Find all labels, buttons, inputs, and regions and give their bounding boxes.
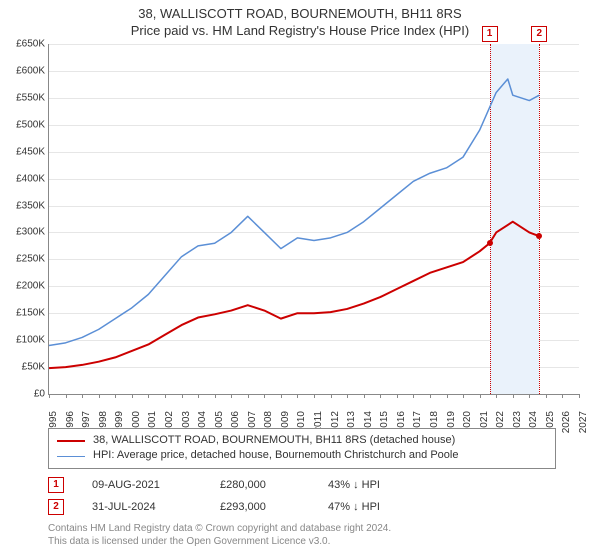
sale-marker-1: 1: [482, 26, 498, 42]
transaction-row: 1 09-AUG-2021 £280,000 43% ↓ HPI: [48, 474, 448, 496]
transaction-pct: 47% ↓ HPI: [328, 501, 448, 513]
x-tick: [331, 394, 332, 398]
transaction-date: 09-AUG-2021: [92, 479, 192, 491]
transaction-price: £293,000: [220, 501, 300, 513]
legend-label-property: 38, WALLISCOTT ROAD, BOURNEMOUTH, BH11 8…: [93, 433, 455, 448]
x-tick: [413, 394, 414, 398]
x-tick: [496, 394, 497, 398]
x-tick: [182, 394, 183, 398]
legend-item-hpi: HPI: Average price, detached house, Bour…: [57, 448, 547, 463]
footer-line-1: Contains HM Land Registry data © Crown c…: [48, 522, 391, 535]
x-tick: [447, 394, 448, 398]
title-line-2: Price paid vs. HM Land Registry's House …: [0, 23, 600, 40]
y-axis-label: £350K: [1, 200, 45, 211]
y-axis-label: £300K: [1, 227, 45, 238]
x-tick: [165, 394, 166, 398]
legend-item-property: 38, WALLISCOTT ROAD, BOURNEMOUTH, BH11 8…: [57, 433, 547, 448]
x-tick: [380, 394, 381, 398]
footer-line-2: This data is licensed under the Open Gov…: [48, 535, 391, 548]
y-axis-label: £550K: [1, 92, 45, 103]
y-axis-label: £200K: [1, 281, 45, 292]
x-tick: [82, 394, 83, 398]
x-tick: [463, 394, 464, 398]
x-tick: [264, 394, 265, 398]
x-axis-label: 2026: [561, 411, 572, 433]
x-tick: [115, 394, 116, 398]
x-tick: [132, 394, 133, 398]
x-tick: [66, 394, 67, 398]
x-tick: [215, 394, 216, 398]
x-tick: [397, 394, 398, 398]
y-axis-label: £400K: [1, 173, 45, 184]
x-tick: [364, 394, 365, 398]
y-axis-label: £100K: [1, 335, 45, 346]
sale-point: [487, 240, 493, 246]
x-tick: [297, 394, 298, 398]
x-tick: [513, 394, 514, 398]
title-line-1: 38, WALLISCOTT ROAD, BOURNEMOUTH, BH11 8…: [0, 6, 600, 23]
x-tick: [546, 394, 547, 398]
y-axis-label: £450K: [1, 146, 45, 157]
series-property: [49, 222, 539, 368]
y-axis-label: £50K: [1, 362, 45, 373]
x-tick: [430, 394, 431, 398]
legend-swatch-property: [57, 440, 85, 442]
transaction-marker-2: 2: [48, 499, 64, 515]
x-tick: [49, 394, 50, 398]
x-tick: [480, 394, 481, 398]
y-axis-label: £0: [1, 389, 45, 400]
y-axis-label: £150K: [1, 308, 45, 319]
footer: Contains HM Land Registry data © Crown c…: [48, 522, 391, 548]
y-axis-label: £650K: [1, 39, 45, 50]
transaction-price: £280,000: [220, 479, 300, 491]
x-tick: [231, 394, 232, 398]
transaction-pct: 43% ↓ HPI: [328, 479, 448, 491]
sale-point: [536, 233, 542, 239]
title-block: 38, WALLISCOTT ROAD, BOURNEMOUTH, BH11 8…: [0, 0, 600, 40]
chart-plot-area: £0£50K£100K£150K£200K£250K£300K£350K£400…: [48, 44, 579, 395]
x-tick: [99, 394, 100, 398]
transaction-marker-1: 1: [48, 477, 64, 493]
series-hpi: [49, 79, 539, 346]
transaction-row: 2 31-JUL-2024 £293,000 47% ↓ HPI: [48, 496, 448, 518]
x-tick: [248, 394, 249, 398]
x-axis-label: 2027: [578, 411, 589, 433]
legend-swatch-hpi: [57, 456, 85, 457]
x-tick: [529, 394, 530, 398]
x-tick: [281, 394, 282, 398]
x-tick: [562, 394, 563, 398]
series-svg: [49, 44, 579, 394]
x-tick: [198, 394, 199, 398]
legend: 38, WALLISCOTT ROAD, BOURNEMOUTH, BH11 8…: [48, 428, 556, 469]
y-axis-label: £600K: [1, 65, 45, 76]
y-axis-label: £500K: [1, 119, 45, 130]
sale-marker-2: 2: [531, 26, 547, 42]
x-tick: [347, 394, 348, 398]
legend-label-hpi: HPI: Average price, detached house, Bour…: [93, 448, 458, 463]
x-tick: [148, 394, 149, 398]
transactions-table: 1 09-AUG-2021 £280,000 43% ↓ HPI 2 31-JU…: [48, 474, 448, 518]
x-tick: [314, 394, 315, 398]
x-tick: [579, 394, 580, 398]
y-axis-label: £250K: [1, 254, 45, 265]
chart-container: 38, WALLISCOTT ROAD, BOURNEMOUTH, BH11 8…: [0, 0, 600, 560]
transaction-date: 31-JUL-2024: [92, 501, 192, 513]
